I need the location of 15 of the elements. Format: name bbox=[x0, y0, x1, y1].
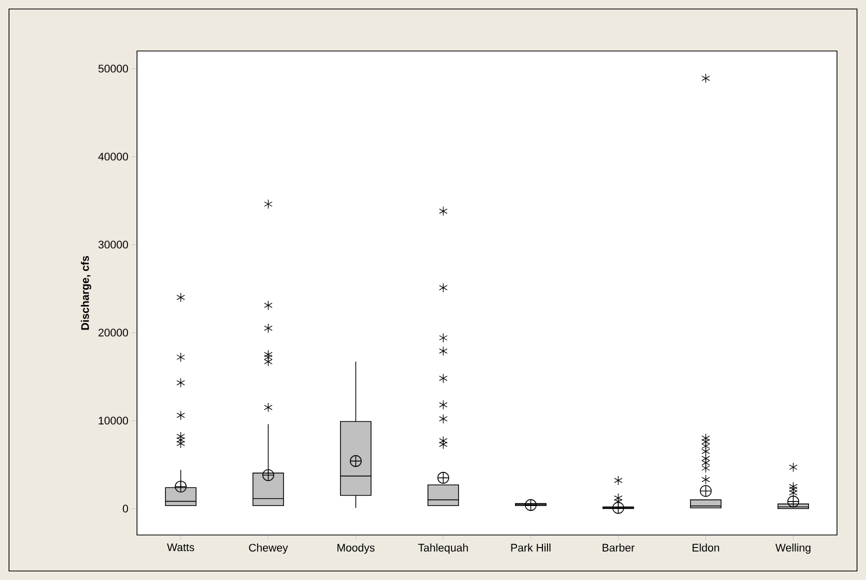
y-tick-label: 0 bbox=[122, 504, 128, 512]
x-tick-label: Tahlequah bbox=[418, 544, 468, 554]
y-tick-label: 10000 bbox=[98, 416, 128, 424]
x-tick-label: Welling bbox=[775, 544, 810, 554]
x-tick-label: Watts bbox=[167, 544, 194, 552]
x-tick-label: Moodys bbox=[337, 544, 375, 554]
x-tick-label: Park Hill bbox=[511, 544, 550, 552]
y-tick-label: 50000 bbox=[98, 64, 128, 72]
x-tick-label: Eldon bbox=[692, 544, 720, 552]
y-tick-label: 30000 bbox=[98, 240, 128, 248]
x-tick-label: Barber bbox=[602, 544, 635, 552]
y-tick-label: 40000 bbox=[98, 152, 128, 160]
y-tick-label: 20000 bbox=[98, 328, 128, 336]
x-tick-label: Chewey bbox=[249, 544, 288, 554]
y-axis-title: Discharge, cfs bbox=[80, 256, 92, 330]
